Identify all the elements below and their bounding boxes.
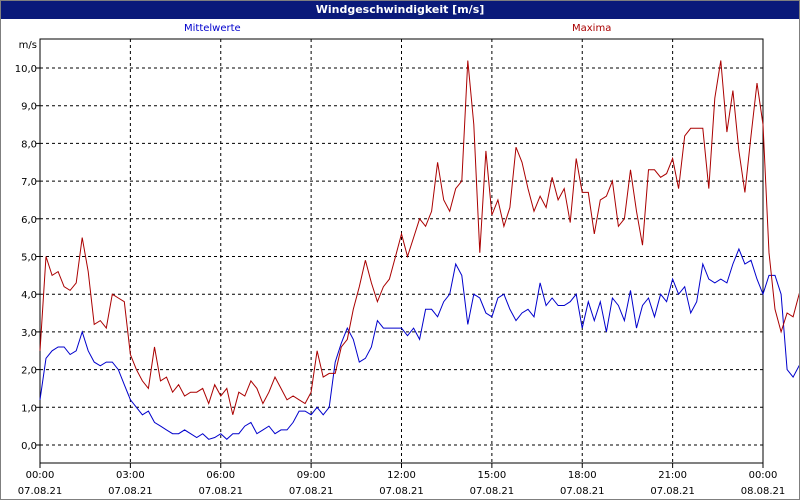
y-axis-unit: m/s: [19, 40, 37, 51]
x-tick-time: 00:00: [26, 470, 55, 481]
x-tick-time: 00:00: [749, 470, 778, 481]
y-tick-label: 7,0: [21, 177, 37, 188]
legend-maxima: Maxima: [572, 23, 612, 34]
y-tick-label: 2,0: [21, 366, 37, 377]
y-tick-label: 4,0: [21, 290, 37, 301]
x-tick-date: 07.08.21: [650, 486, 695, 497]
x-tick-time: 21:00: [658, 470, 687, 481]
y-tick-label: 5,0: [21, 253, 37, 264]
y-tick-label: 3,0: [21, 328, 37, 339]
y-tick-label: 8,0: [21, 139, 37, 150]
x-tick-date: 07.08.21: [379, 486, 424, 497]
x-tick-date: 07.08.21: [18, 486, 63, 497]
x-tick-date: 07.08.21: [560, 486, 605, 497]
x-tick-time: 06:00: [206, 470, 235, 481]
x-tick-date: 07.08.21: [470, 486, 515, 497]
series-line-mittelwerte: [39, 247, 799, 440]
y-tick-label: 1,0: [21, 403, 37, 414]
x-tick-time: 03:00: [116, 470, 145, 481]
chart-title: Windgeschwindigkeit [m/s]: [1, 1, 799, 19]
x-tick-date: 07.08.21: [108, 486, 153, 497]
y-tick-label: 9,0: [21, 102, 37, 113]
x-tick-time: 15:00: [477, 470, 506, 481]
x-tick-time: 09:00: [297, 470, 326, 481]
series-line-maxima: [39, 60, 799, 415]
x-tick-time: 18:00: [568, 470, 597, 481]
legend-mittelwerte: Mittelwerte: [184, 23, 241, 34]
x-tick-date: 08.08.21: [741, 486, 786, 497]
y-tick-label: 0,0: [21, 441, 37, 452]
y-tick-label: 6,0: [21, 215, 37, 226]
x-tick-date: 07.08.21: [198, 486, 243, 497]
x-tick-date: 07.08.21: [289, 486, 334, 497]
x-tick-time: 12:00: [387, 470, 416, 481]
y-tick-label: 10,0: [15, 64, 37, 75]
